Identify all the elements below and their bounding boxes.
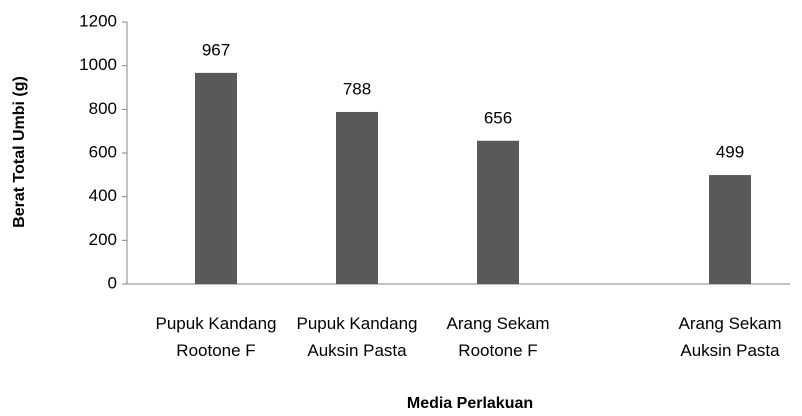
x-tick-label: Pupuk Kandang Auksin Pasta bbox=[297, 314, 418, 360]
x-tick-label-line: Auksin Pasta bbox=[680, 341, 780, 360]
x-tick-label-line: Rootone F bbox=[458, 341, 537, 360]
x-tick-label-line: Auksin Pasta bbox=[307, 341, 407, 360]
y-tick-label: 600 bbox=[89, 142, 117, 161]
y-tick-label: 1200 bbox=[79, 11, 117, 30]
y-tick-label: 800 bbox=[89, 99, 117, 118]
x-tick-label: Pupuk Kandang Rootone F bbox=[156, 314, 277, 360]
bar bbox=[709, 175, 751, 284]
data-label: 499 bbox=[716, 143, 744, 162]
data-label: 656 bbox=[484, 108, 512, 127]
y-tick-label: 200 bbox=[89, 230, 117, 249]
x-tick-label-line: Arang Sekam bbox=[447, 314, 550, 333]
bar bbox=[336, 111, 378, 284]
y-tick-label: 400 bbox=[89, 186, 117, 205]
x-tick-label-line: Pupuk Kandang bbox=[297, 314, 418, 333]
x-tick-label-line: Arang Sekam bbox=[679, 314, 782, 333]
x-axis-label: Media Perlakuan bbox=[407, 395, 533, 412]
bar bbox=[477, 140, 519, 284]
data-label: 788 bbox=[343, 79, 371, 98]
bar bbox=[195, 72, 237, 284]
data-label: 967 bbox=[202, 40, 230, 59]
y-tick-label: 1000 bbox=[79, 55, 117, 74]
x-tick-label: Arang Sekam Auksin Pasta bbox=[679, 314, 782, 360]
x-tick-label-line: Rootone F bbox=[176, 341, 255, 360]
y-tick-label: 0 bbox=[108, 273, 117, 292]
y-axis-label: Berat Total Umbi (g) bbox=[11, 76, 28, 228]
x-tick-label: Arang Sekam Rootone F bbox=[447, 314, 550, 360]
x-tick-label-line: Pupuk Kandang bbox=[156, 314, 277, 333]
